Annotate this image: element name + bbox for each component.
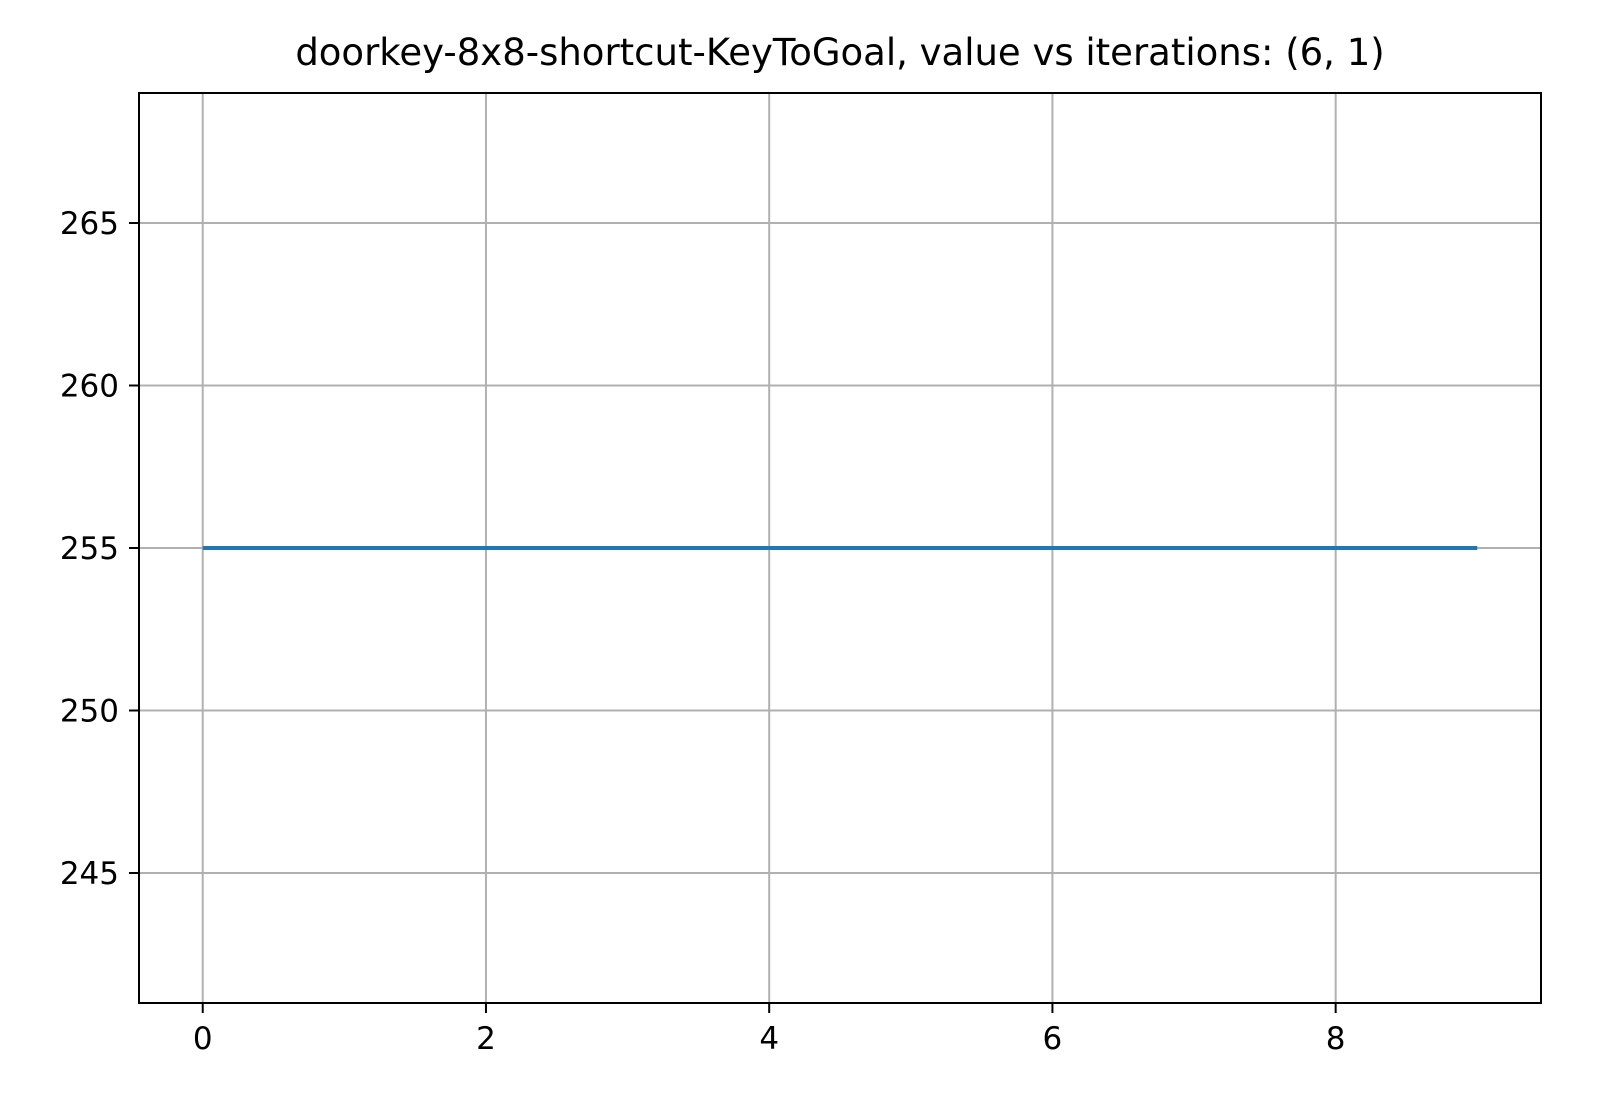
x-tick-label: 0 [193, 1021, 213, 1057]
x-tick-label: 6 [1043, 1021, 1063, 1057]
y-tick-label: 245 [60, 856, 119, 892]
y-tick-label: 255 [60, 531, 119, 567]
y-tick-label: 265 [60, 206, 119, 242]
axis-ticks: 0 2 4 6 8 245 250 255 260 265 [60, 206, 1346, 1057]
x-tick-label: 2 [476, 1021, 496, 1057]
x-tick-label: 8 [1326, 1021, 1346, 1057]
y-tick-label: 250 [60, 694, 119, 730]
chart-title: doorkey-8x8-shortcut-KeyToGoal, value vs… [295, 31, 1384, 74]
y-tick-label: 260 [60, 369, 119, 405]
x-tick-label: 4 [759, 1021, 779, 1057]
